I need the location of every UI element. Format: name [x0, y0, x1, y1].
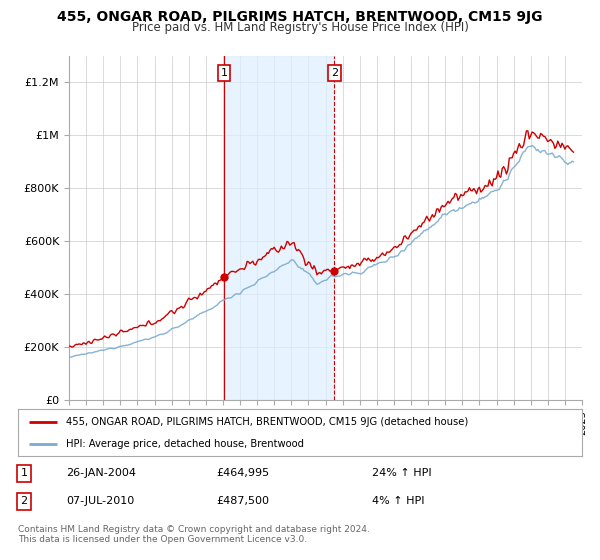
Text: 4% ↑ HPI: 4% ↑ HPI: [372, 496, 425, 506]
Text: 07-JUL-2010: 07-JUL-2010: [66, 496, 134, 506]
Text: 24% ↑ HPI: 24% ↑ HPI: [372, 468, 431, 478]
Text: Price paid vs. HM Land Registry's House Price Index (HPI): Price paid vs. HM Land Registry's House …: [131, 21, 469, 34]
Text: 2: 2: [331, 68, 338, 78]
Text: 26-JAN-2004: 26-JAN-2004: [66, 468, 136, 478]
Text: 2: 2: [20, 496, 28, 506]
Text: Contains HM Land Registry data © Crown copyright and database right 2024.
This d: Contains HM Land Registry data © Crown c…: [18, 525, 370, 544]
Text: 1: 1: [20, 468, 28, 478]
Text: £464,995: £464,995: [216, 468, 269, 478]
Text: 455, ONGAR ROAD, PILGRIMS HATCH, BRENTWOOD, CM15 9JG (detached house): 455, ONGAR ROAD, PILGRIMS HATCH, BRENTWO…: [66, 417, 468, 427]
Text: 1: 1: [221, 68, 227, 78]
Text: £487,500: £487,500: [216, 496, 269, 506]
Text: HPI: Average price, detached house, Brentwood: HPI: Average price, detached house, Bren…: [66, 438, 304, 449]
Text: 455, ONGAR ROAD, PILGRIMS HATCH, BRENTWOOD, CM15 9JG: 455, ONGAR ROAD, PILGRIMS HATCH, BRENTWO…: [57, 10, 543, 24]
